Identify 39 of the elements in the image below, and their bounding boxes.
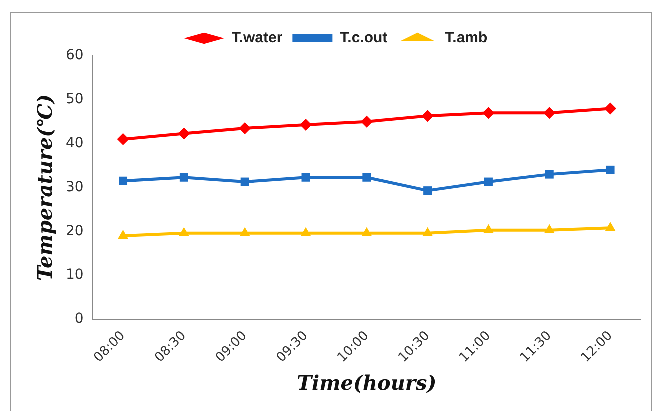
point bbox=[484, 178, 493, 186]
x-axis-title: Time(hours) bbox=[297, 371, 437, 396]
legend-label: T.water bbox=[232, 30, 283, 47]
legend-label: T.c.out bbox=[340, 30, 388, 47]
legend-label: T.amb bbox=[445, 30, 488, 47]
point bbox=[482, 107, 495, 120]
point bbox=[302, 173, 310, 182]
y-tick-label: 10 bbox=[66, 267, 84, 284]
y-tick-label: 30 bbox=[66, 179, 84, 196]
y-tick-label: 0 bbox=[74, 311, 84, 328]
point bbox=[422, 227, 434, 236]
point bbox=[360, 116, 373, 128]
point bbox=[484, 224, 494, 234]
point bbox=[240, 227, 250, 236]
point bbox=[178, 227, 190, 236]
point bbox=[362, 227, 372, 236]
point bbox=[604, 102, 617, 115]
point bbox=[606, 166, 615, 174]
point bbox=[300, 227, 312, 236]
y-tick-label: 60 bbox=[66, 48, 84, 64]
point bbox=[118, 230, 128, 240]
point bbox=[544, 224, 555, 234]
point bbox=[239, 122, 252, 134]
y-axis-title: Temperature(℃) bbox=[33, 94, 58, 282]
point bbox=[424, 186, 432, 196]
y-tick-label: 40 bbox=[66, 135, 84, 152]
point bbox=[605, 222, 616, 232]
point bbox=[178, 128, 190, 140]
point bbox=[119, 176, 128, 186]
y-tick-label: 50 bbox=[66, 92, 84, 108]
point bbox=[362, 173, 372, 182]
point bbox=[300, 118, 312, 131]
y-tick-label: 20 bbox=[66, 223, 84, 240]
point bbox=[180, 173, 188, 182]
point bbox=[117, 133, 130, 146]
point bbox=[545, 170, 554, 179]
point bbox=[422, 110, 434, 122]
point bbox=[240, 178, 250, 186]
point bbox=[544, 107, 556, 120]
